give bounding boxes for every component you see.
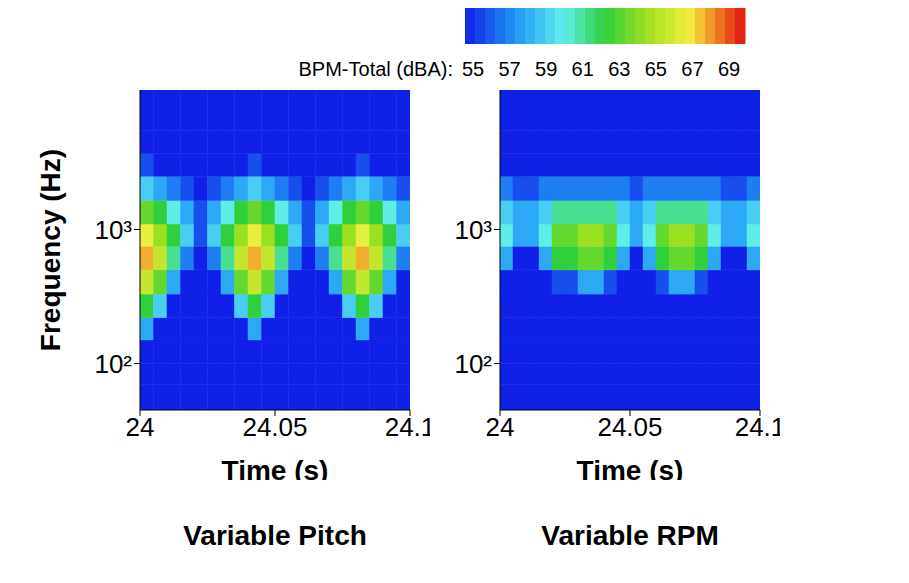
svg-text:Frequency (Hz): Frequency (Hz) (35, 149, 66, 351)
svg-text:63: 63 (608, 58, 630, 80)
svg-text:24.1: 24.1 (385, 412, 430, 442)
svg-text:24: 24 (126, 412, 155, 442)
svg-text:61: 61 (572, 58, 594, 80)
svg-text:10²: 10² (94, 349, 132, 379)
svg-text:24: 24 (486, 412, 515, 442)
svg-text:24.05: 24.05 (242, 412, 307, 442)
svg-text:67: 67 (681, 58, 703, 80)
svg-text:69: 69 (718, 58, 740, 80)
svg-text:24.1: 24.1 (735, 412, 780, 442)
svg-text:24.05: 24.05 (597, 412, 662, 442)
svg-text:Time (s): Time (s) (577, 455, 684, 480)
svg-text:10³: 10³ (454, 215, 492, 245)
svg-text:65: 65 (645, 58, 667, 80)
html-text:Variable RPM: Variable RPM (541, 520, 719, 551)
svg-text:57: 57 (498, 58, 520, 80)
svg-text:10³: 10³ (94, 215, 132, 245)
svg-text:55: 55 (462, 58, 484, 80)
svg-text:BPM-Total (dBA):: BPM-Total (dBA): (299, 58, 453, 80)
svg-text:59: 59 (535, 58, 557, 80)
html-text:Variable Pitch: Variable Pitch (183, 520, 367, 551)
svg-text:Time (s): Time (s) (222, 455, 329, 480)
svg-text:10²: 10² (454, 349, 492, 379)
